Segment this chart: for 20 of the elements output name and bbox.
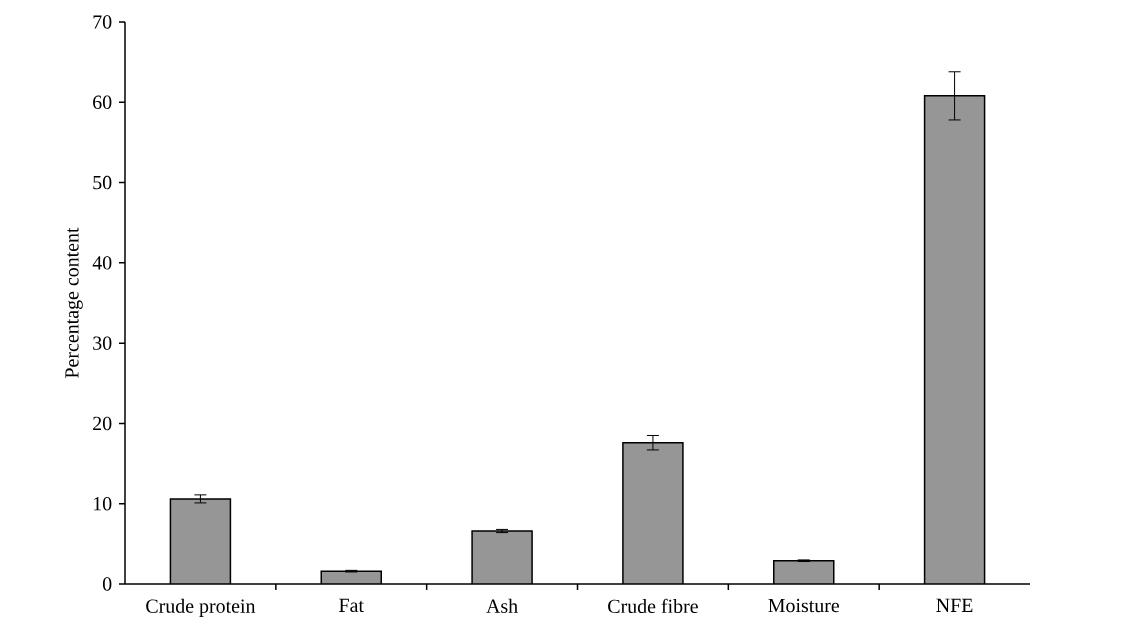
bar: [923, 95, 986, 584]
y-tick-label: 10: [93, 496, 112, 511]
x-tick-label: Fat: [339, 598, 364, 613]
y-tick-label: 40: [92, 256, 112, 270]
y-tick-label: 50: [93, 175, 112, 190]
x-tick-label: Moisture: [768, 598, 840, 613]
x-tick-label: Crude protein: [146, 598, 256, 617]
bar: [170, 498, 231, 584]
x-tick-label: NFE: [936, 598, 973, 612]
x-tick-label: Crude fibre: [608, 598, 698, 614]
x-tick-label: Ash: [486, 598, 518, 613]
bar: [622, 442, 683, 584]
bar: [472, 531, 533, 584]
y-tick-label: 20: [93, 416, 112, 431]
y-tick-label: 70: [93, 15, 112, 29]
y-axis-title: Percentage content: [65, 227, 83, 378]
y-tick-label: 0: [102, 577, 112, 591]
y-tick-label: 30: [93, 336, 112, 350]
y-tick-label: 60: [93, 95, 112, 109]
bar: [773, 560, 834, 584]
